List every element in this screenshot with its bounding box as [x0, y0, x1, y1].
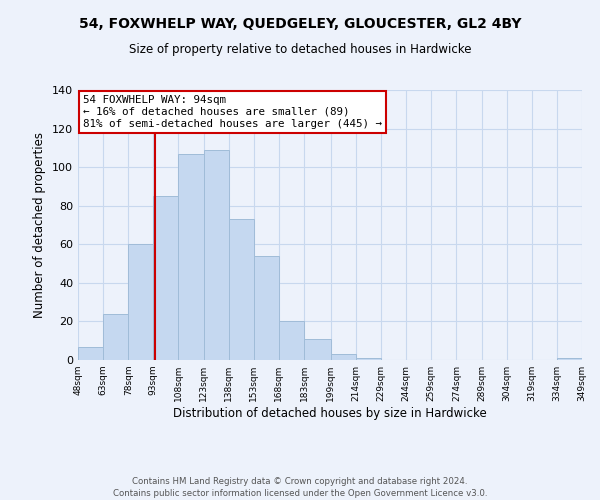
- Y-axis label: Number of detached properties: Number of detached properties: [34, 132, 46, 318]
- Bar: [356, 358, 381, 360]
- Bar: [103, 314, 128, 360]
- Bar: [78, 346, 103, 360]
- Bar: [254, 256, 279, 360]
- Bar: [128, 244, 154, 360]
- Bar: [203, 150, 229, 360]
- Text: 54 FOXWHELP WAY: 94sqm
← 16% of detached houses are smaller (89)
81% of semi-det: 54 FOXWHELP WAY: 94sqm ← 16% of detached…: [83, 96, 382, 128]
- Bar: [279, 322, 304, 360]
- Text: Size of property relative to detached houses in Hardwicke: Size of property relative to detached ho…: [129, 42, 471, 56]
- Text: Contains HM Land Registry data © Crown copyright and database right 2024.: Contains HM Land Registry data © Crown c…: [132, 478, 468, 486]
- X-axis label: Distribution of detached houses by size in Hardwicke: Distribution of detached houses by size …: [173, 407, 487, 420]
- Bar: [229, 219, 254, 360]
- Bar: [331, 354, 356, 360]
- Text: Contains public sector information licensed under the Open Government Licence v3: Contains public sector information licen…: [113, 489, 487, 498]
- Bar: [304, 339, 331, 360]
- Text: 54, FOXWHELP WAY, QUEDGELEY, GLOUCESTER, GL2 4BY: 54, FOXWHELP WAY, QUEDGELEY, GLOUCESTER,…: [79, 18, 521, 32]
- Bar: [557, 358, 582, 360]
- Bar: [154, 196, 178, 360]
- Bar: [178, 154, 203, 360]
